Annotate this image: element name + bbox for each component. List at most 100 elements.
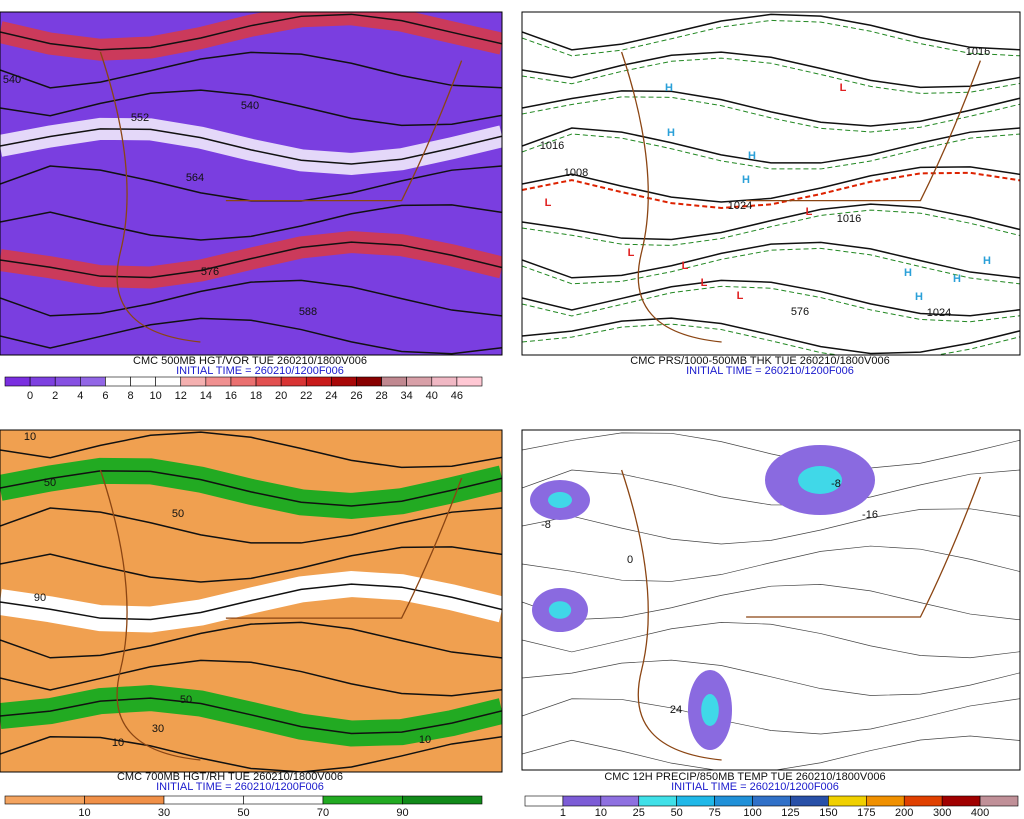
map-label: 1016: [540, 140, 564, 152]
thickness-line: [522, 133, 1020, 170]
map-frame: [521, 11, 1021, 356]
colorbar-label: 40: [426, 390, 438, 402]
initial-time: INITIAL TIME = 260210/1200F006: [156, 781, 324, 793]
colorbar-swatch: [828, 795, 867, 807]
map-label: L: [806, 206, 813, 218]
map-panel: 540 552 540 564 576 588 CMC 500MB HGT/VOR TUE …: [0, 11, 503, 402]
map-label: L: [545, 197, 552, 209]
thickness-line: [522, 171, 1020, 209]
map-label: 24: [670, 704, 682, 716]
map-panel: -8 0 -16 24 -8 CMC 12H PRECIP/850MB TEMP TUE …: [521, 429, 1021, 819]
colorbar-swatch: [903, 795, 943, 807]
thickness-line: [522, 96, 1020, 133]
contour-line: [522, 659, 1020, 696]
contour-line: [0, 583, 502, 621]
contour-line: [522, 51, 1020, 89]
thickness-line: [522, 209, 1020, 246]
colorbar-swatch: [402, 795, 483, 805]
colorbar-swatch: [752, 795, 791, 807]
colorbar-swatch: [4, 376, 31, 387]
colorbar-swatch: [638, 795, 677, 807]
contour-line: [0, 507, 502, 544]
colorbar-swatch: [790, 795, 829, 807]
colorbar-label: 125: [781, 807, 799, 819]
contour-line: [522, 735, 1020, 770]
contour-line: [0, 204, 502, 241]
colorbar-swatch: [406, 376, 433, 387]
colorbar-swatch: [105, 376, 131, 387]
contour-line: [522, 545, 1020, 582]
colorbar-label: 20: [275, 390, 287, 402]
colorbar-label: 10: [78, 807, 90, 819]
contour-line: [0, 51, 502, 89]
map-label: 1024: [927, 307, 951, 319]
colorbar-swatch: [130, 376, 156, 387]
map-frame: [0, 429, 503, 773]
colorbar-label: 4: [77, 390, 83, 402]
colorbar-swatch: [456, 376, 483, 387]
contour-line: [522, 584, 1020, 621]
map-label: 10: [112, 737, 124, 749]
map-label: L: [628, 247, 635, 259]
map-label: H: [983, 255, 991, 267]
map-label: H: [742, 174, 750, 186]
colorbar-swatch: [714, 795, 753, 807]
precip-core: [701, 694, 719, 726]
colorbar-label: 24: [325, 390, 337, 402]
contour-line: [522, 698, 1020, 735]
colorbar-label: 30: [158, 807, 170, 819]
colorbar-swatch: [84, 795, 165, 805]
thickness-line: [522, 323, 1020, 355]
colorbar-swatch: [600, 795, 640, 807]
contour-line: [522, 203, 1020, 241]
map-label: 10: [24, 431, 36, 443]
colorbar-label: 0: [27, 390, 33, 402]
contour-line: [0, 128, 502, 165]
map-label: H: [667, 127, 675, 139]
contour-line: [0, 279, 502, 317]
initial-time: INITIAL TIME = 260210/1200F006: [686, 365, 854, 377]
map-label: L: [840, 82, 847, 94]
map-label: 564: [186, 172, 204, 184]
map-label: 0: [627, 554, 633, 566]
contour-line: [522, 469, 1020, 506]
map-label: 576: [791, 306, 809, 318]
contour-line: [0, 470, 502, 507]
colorbar-swatch: [431, 376, 458, 387]
colorbar-label: 90: [396, 807, 408, 819]
colorbar-label: 26: [350, 390, 362, 402]
colorbar-swatch: [676, 795, 715, 807]
colorbar-swatch: [305, 376, 332, 387]
colorbar-swatch: [941, 795, 981, 807]
colorbar-label: 10: [595, 807, 607, 819]
map-label: H: [904, 267, 912, 279]
map-label: -8: [831, 478, 841, 490]
contour-line: [522, 621, 1020, 659]
colorbar-label: 25: [633, 807, 645, 819]
colorbar-label: 1: [560, 807, 566, 819]
colorbar-label: 22: [300, 390, 312, 402]
precip-core: [798, 466, 842, 494]
contour-line: [0, 697, 502, 735]
initial-time: INITIAL TIME = 260210/1200F006: [671, 781, 839, 793]
colorbar-swatch: [356, 376, 382, 387]
map-label: L: [682, 260, 689, 272]
panel-title: CMC 12H PRECIP/850MB TEMP TUE 260210/180…: [604, 771, 885, 783]
coastline: [620, 469, 982, 761]
map-label: 50: [44, 477, 56, 489]
thickness-line: [522, 19, 1020, 57]
contour-line: [0, 621, 502, 659]
map-label: 540: [241, 100, 259, 112]
contour-line: [522, 317, 1020, 355]
contour-line: [522, 279, 1020, 317]
map-label: 540: [3, 74, 21, 86]
colorbar-label: 75: [708, 807, 720, 819]
map: -8 0 -16 24 -8: [522, 430, 1020, 770]
map-label: L: [701, 277, 708, 289]
coastline: [99, 51, 463, 343]
colorbar-label: 14: [200, 390, 212, 402]
colorbar-swatch: [280, 376, 307, 387]
colorbar-swatch: [381, 376, 407, 387]
colorbar-swatch: [155, 376, 182, 387]
